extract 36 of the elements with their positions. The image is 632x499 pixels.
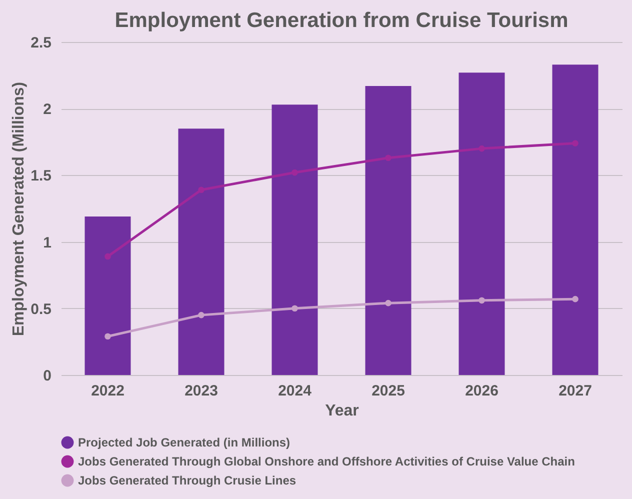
bar bbox=[365, 86, 412, 375]
legend-label: Jobs Generated Through Crusie Lines bbox=[78, 474, 296, 488]
y-axis-title: Employment Generated (Millions) bbox=[10, 82, 28, 336]
legend-label: Projected Job Generated (in Millions) bbox=[78, 436, 290, 450]
y-tick-label: 1 bbox=[43, 234, 52, 252]
legend-label: Jobs Generated Through Global Onshore and Offshore Activities of Cruise Value Chain bbox=[78, 454, 575, 468]
y-tick-label: 0.5 bbox=[30, 300, 52, 318]
point bbox=[478, 297, 485, 304]
point bbox=[198, 186, 204, 194]
point bbox=[104, 253, 111, 260]
point bbox=[292, 169, 298, 176]
y-tick-label: 2 bbox=[43, 101, 52, 118]
y-tick-label: 2.5 bbox=[30, 34, 52, 52]
point bbox=[385, 300, 392, 306]
point bbox=[292, 305, 298, 312]
point bbox=[572, 140, 578, 146]
x-axis-title: Year bbox=[325, 402, 359, 420]
bar bbox=[458, 72, 505, 375]
x-tick-label: 2023 bbox=[184, 382, 218, 400]
point bbox=[385, 154, 392, 162]
y-tick-label: 1.5 bbox=[30, 168, 52, 185]
x-tick-label: 2026 bbox=[465, 382, 498, 400]
x-tick-label: 2027 bbox=[558, 382, 592, 400]
chart-title: Employment Generation from Cruise Tourism bbox=[114, 9, 568, 32]
x-tick-label: 2024 bbox=[278, 382, 312, 400]
point bbox=[104, 333, 111, 340]
x-tick-label: 2022 bbox=[91, 382, 124, 400]
bar bbox=[552, 64, 598, 375]
point bbox=[198, 312, 204, 318]
point bbox=[478, 145, 485, 152]
point bbox=[572, 296, 578, 302]
bar bbox=[178, 128, 224, 375]
x-tick-label: 2025 bbox=[372, 382, 405, 400]
bar bbox=[272, 104, 318, 375]
y-tick-label: 0 bbox=[43, 368, 52, 384]
bar bbox=[84, 216, 131, 375]
